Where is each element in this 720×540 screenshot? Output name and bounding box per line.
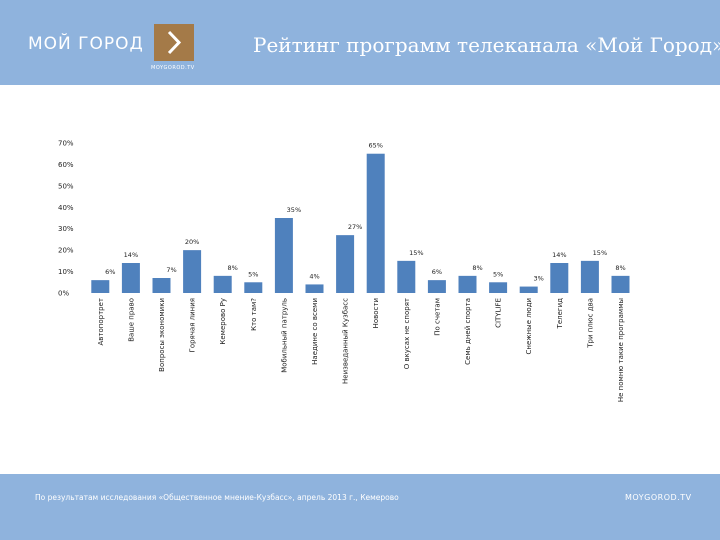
bars [91,153,630,293]
y-tick-label: 40% [58,204,74,212]
data-label: 6% [432,268,442,276]
y-tick-label: 70% [58,140,74,148]
bar [519,286,538,293]
category-label: CITYLIFE [495,298,503,328]
category-label: Семь дней спорта [464,298,472,365]
bar [550,263,569,293]
bar [366,153,385,293]
category-label: О вкусах не спорят [403,298,411,369]
category-label: Три плюс два [586,298,594,349]
data-label: 15% [409,249,423,257]
data-label: 5% [493,270,503,278]
category-label: Кто там? [250,298,258,331]
brand-name: МОЙ ГОРОД [28,34,144,54]
y-axis: 0% 10% 20% 30% 40% 50% 60% 70% [58,140,74,298]
y-tick-label: 20% [58,247,74,255]
page-title: Рейтинг программ телеканала «Мой Город» [253,33,720,57]
footer-site: MOYGOROD.TV [625,493,692,502]
category-label: Автопортрет [97,298,105,345]
bar [397,260,416,293]
data-label: 8% [472,264,482,272]
bar [91,280,110,293]
category-label: Вопросы экономики [158,298,166,372]
data-label: 5% [248,270,258,278]
category-label: Кемерово Ру [219,298,227,345]
category-label: Не помню такие программы [617,298,625,402]
y-tick-label: 10% [58,268,74,276]
data-label: 4% [309,272,319,280]
bar [489,282,508,293]
category-label: Новости [372,298,380,328]
data-label: 15% [593,249,607,257]
bar [427,280,446,293]
data-label: 6% [105,268,115,276]
category-labels: Автопортрет Ваше право Вопросы экономики Го… [97,298,625,402]
data-label: 8% [615,264,625,272]
ratings-bar-chart: 0% 10% 20% 30% 40% 50% 60% 70% 6% 14% 7% 20% 8% 5% 35… [58,140,630,402]
y-tick-label: 30% [58,225,74,233]
y-tick-label: 50% [58,182,74,190]
bar [611,275,630,293]
category-label: Ваше право [127,298,135,342]
data-label: 14% [552,251,566,259]
logo-caption: MOYGOROD.TV [151,65,195,71]
bar [213,275,232,293]
bar [152,278,171,293]
chevron-right-icon [167,30,182,55]
logo-chevron-icon [154,24,194,61]
data-label: 35% [287,206,301,214]
bar [336,235,355,293]
bar [580,260,599,293]
category-label: Мобильный патруль [280,298,288,373]
bar [458,275,477,293]
category-label: Наедине со всеми [311,298,319,365]
category-label: Неизведанный Кузбасс [342,298,350,384]
footer-banner: По результатам исследования «Общественно… [0,474,720,540]
bar [274,218,293,293]
bar [183,250,202,293]
data-label: 27% [348,223,362,231]
category-label: Снежные люди [525,298,533,354]
bar [121,263,140,293]
data-label: 3% [534,275,544,283]
data-label: 65% [368,142,382,150]
y-tick-label: 60% [58,161,74,169]
category-label: По счетам [433,298,441,336]
bar [305,284,324,293]
header-banner: МОЙ ГОРОД MOYGOROD.TV Рейтинг программ т… [0,0,720,85]
data-label: 8% [228,264,238,272]
data-labels: 6% 14% 7% 20% 8% 5% 35% 4% 27% 65% 15% 6% 8% 5% 3% 14% 1… [105,142,626,283]
category-label: Горячая линия [189,298,197,352]
data-label: 20% [185,238,199,246]
data-label: 14% [124,251,138,259]
data-label: 7% [166,266,176,274]
y-tick-label: 0% [58,290,69,298]
bar [244,282,263,293]
source-note: По результатам исследования «Общественно… [35,493,399,502]
category-label: Телегид [556,298,564,330]
